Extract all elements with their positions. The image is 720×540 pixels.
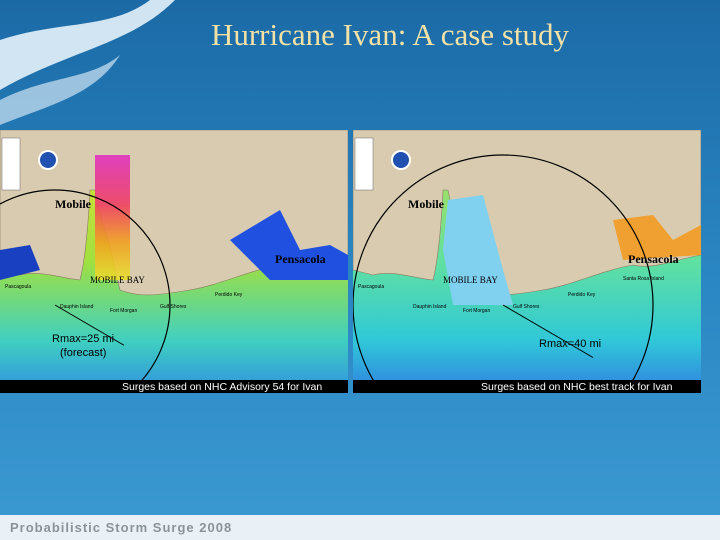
city-label: Mobile (55, 197, 92, 211)
place-label: Santa Rosa Island (623, 276, 664, 282)
place-label: Pascagoula (358, 284, 384, 290)
noaa-logo (38, 150, 58, 170)
surge-east (613, 215, 701, 260)
noaa-logo (391, 150, 411, 170)
map-panel: Mobile Pensacola MOBILE BAY Pascagoula Dauph… (353, 130, 701, 393)
place-label: Gulf Shores (160, 304, 187, 310)
surge-bay (443, 195, 513, 305)
place-label: Dauphin Island (60, 304, 94, 310)
bay-label: MOBILE BAY (443, 275, 498, 285)
city-label: Pensacola (275, 252, 326, 266)
city-label: Pensacola (628, 252, 679, 266)
rmax-label: Rmax=25 mi (52, 333, 114, 345)
map (0, 130, 348, 393)
map (353, 130, 701, 393)
rmax-radius (54, 304, 125, 346)
swoosh (0, 0, 175, 90)
rmax-circle (353, 154, 654, 393)
caption-bar (353, 380, 701, 393)
rmax-label: Rmax=40 mi (539, 338, 601, 350)
rmax-radius (502, 304, 594, 358)
caption: Surges based on NHC best track for Ivan (481, 381, 673, 393)
slide-title: Hurricane Ivan: A case study (211, 17, 570, 52)
caption: Surges based on NHC Advisory 54 for Ivan (122, 381, 322, 393)
place-label: Fort Morgan (110, 308, 137, 314)
surge-west (0, 245, 40, 280)
swoosh (0, 55, 120, 125)
surge-plume (95, 155, 130, 280)
rmax-circle (0, 189, 171, 393)
caption-bar (0, 380, 348, 393)
map-panel: Mobile Pensacola MOBILE BAY Pascagoula Dauph… (0, 130, 348, 393)
bay-label: MOBILE BAY (90, 275, 145, 285)
surge-east (230, 210, 348, 280)
place-label: Fort Morgan (463, 308, 490, 314)
place-label: Perdido Key (215, 292, 243, 298)
place-label: Pascagoula (5, 284, 31, 290)
place-label: Perdido Key (568, 292, 596, 298)
legend-box (354, 137, 374, 191)
footer-band (0, 515, 720, 540)
place-label: Gulf Shores (513, 304, 540, 310)
place-label: Dauphin Island (413, 304, 447, 310)
rmax-note: (forecast) (60, 347, 106, 359)
city-label: Mobile (408, 197, 445, 211)
legend-box (1, 137, 21, 191)
footer: Probabilistic Storm Surge 2008 (10, 520, 232, 535)
